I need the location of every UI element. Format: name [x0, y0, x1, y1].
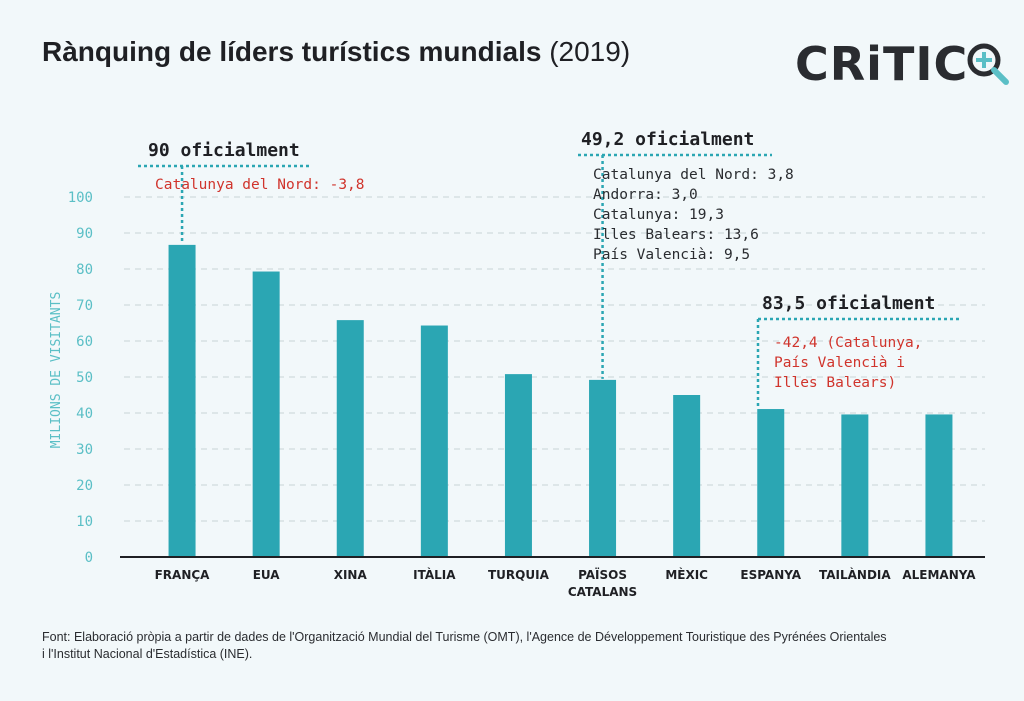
annotation-line: Andorra: 3,0: [593, 187, 698, 203]
annotation-line: Illes Balears: 13,6: [593, 227, 759, 243]
x-tick-label: CATALANS: [568, 585, 637, 599]
x-tick-label: FRANÇA: [155, 568, 211, 582]
y-tick-label: 50: [76, 370, 93, 386]
title-main: Rànquing de líders turístics mundials: [42, 36, 542, 67]
bar-tailàndia: [841, 414, 869, 557]
bar-països-catalans: [589, 379, 617, 557]
bar-alemanya: [925, 414, 953, 557]
bar-turquia: [504, 374, 532, 557]
x-tick-label: XINA: [334, 568, 368, 582]
y-tick-label: 90: [76, 226, 93, 242]
bar-eua: [252, 271, 280, 557]
annotation-line: País Valencià i: [774, 355, 905, 371]
bar-itàlia: [420, 325, 448, 557]
x-tick-label: TAILÀNDIA: [819, 567, 891, 582]
x-tick-label: TURQUIA: [488, 568, 550, 582]
annotation-line: País Valencià: 9,5: [593, 247, 750, 263]
annotation-heading: 49,2 oficialment: [581, 129, 754, 150]
annotation-line: -42,4 (Catalunya,: [774, 335, 922, 351]
y-tick-label: 20: [76, 478, 93, 494]
y-tick-label: 10: [76, 514, 93, 530]
bar-espanya: [757, 409, 785, 557]
logo-text: CRiTIC: [795, 37, 969, 91]
annotation-heading: 90 oficialment: [148, 140, 300, 161]
source-footer: Font: Elaboració pròpia a partir de dade…: [42, 629, 1002, 663]
title-year: (2019): [549, 36, 631, 67]
annotation-line: Illes Balears): [774, 375, 896, 391]
magnifier-plus-icon: [967, 43, 1010, 85]
y-tick-label: 40: [76, 406, 93, 422]
y-tick-label: 80: [76, 262, 93, 278]
y-tick-label: 30: [76, 442, 93, 458]
critic-logo: CRiTIC: [795, 36, 1014, 92]
x-tick-label: ESPANYA: [740, 568, 801, 582]
source-line-1: Font: Elaboració pròpia a partir de dade…: [42, 630, 887, 644]
source-line-2: i l'Institut Nacional d'Estadística (INE…: [42, 647, 253, 661]
x-tick-label: PAÏSOS: [578, 567, 627, 582]
y-tick-label: 0: [85, 550, 93, 566]
annotation-line: Catalunya del Nord: 3,8: [593, 167, 794, 183]
x-tick-label: ITÀLIA: [413, 567, 456, 582]
x-tick-label: MÈXIC: [665, 567, 708, 582]
annotation-heading: 83,5 oficialment: [762, 293, 935, 314]
y-tick-label: 70: [76, 298, 93, 314]
x-tick-label: EUA: [253, 568, 281, 582]
annotation-line: Catalunya: 19,3: [593, 207, 724, 223]
y-tick-label: 60: [76, 334, 93, 350]
bar-xina: [336, 320, 364, 557]
x-tick-label: ALEMANYA: [902, 568, 976, 582]
bar-mèxic: [673, 395, 701, 557]
bar-frança: [168, 244, 196, 557]
annotation-line: Catalunya del Nord: -3,8: [155, 177, 365, 193]
bar-chart: 0 10 20 30 40 50 60 70 80 90 100 MILIONS DE VISITAN…: [49, 129, 985, 599]
y-tick-label: 100: [68, 190, 93, 206]
y-axis-label: MILIONS DE VISITANTS: [49, 292, 64, 449]
chart-title: Rànquing de líders turístics mundials (2…: [42, 36, 630, 68]
